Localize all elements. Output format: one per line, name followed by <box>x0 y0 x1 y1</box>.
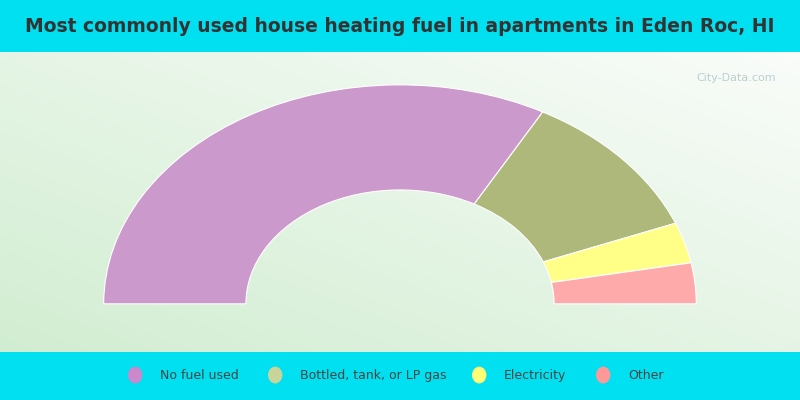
Text: Bottled, tank, or LP gas: Bottled, tank, or LP gas <box>300 368 446 382</box>
Text: Most commonly used house heating fuel in apartments in Eden Roc, HI: Most commonly used house heating fuel in… <box>26 16 774 36</box>
Text: No fuel used: No fuel used <box>160 368 238 382</box>
Ellipse shape <box>128 367 142 384</box>
Ellipse shape <box>268 367 282 384</box>
Ellipse shape <box>472 367 486 384</box>
Wedge shape <box>543 223 691 282</box>
Wedge shape <box>474 112 675 262</box>
Wedge shape <box>551 263 696 304</box>
Text: Other: Other <box>628 368 663 382</box>
Text: City-Data.com: City-Data.com <box>696 73 776 83</box>
Ellipse shape <box>596 367 610 384</box>
Wedge shape <box>104 85 542 304</box>
Text: Electricity: Electricity <box>504 368 566 382</box>
